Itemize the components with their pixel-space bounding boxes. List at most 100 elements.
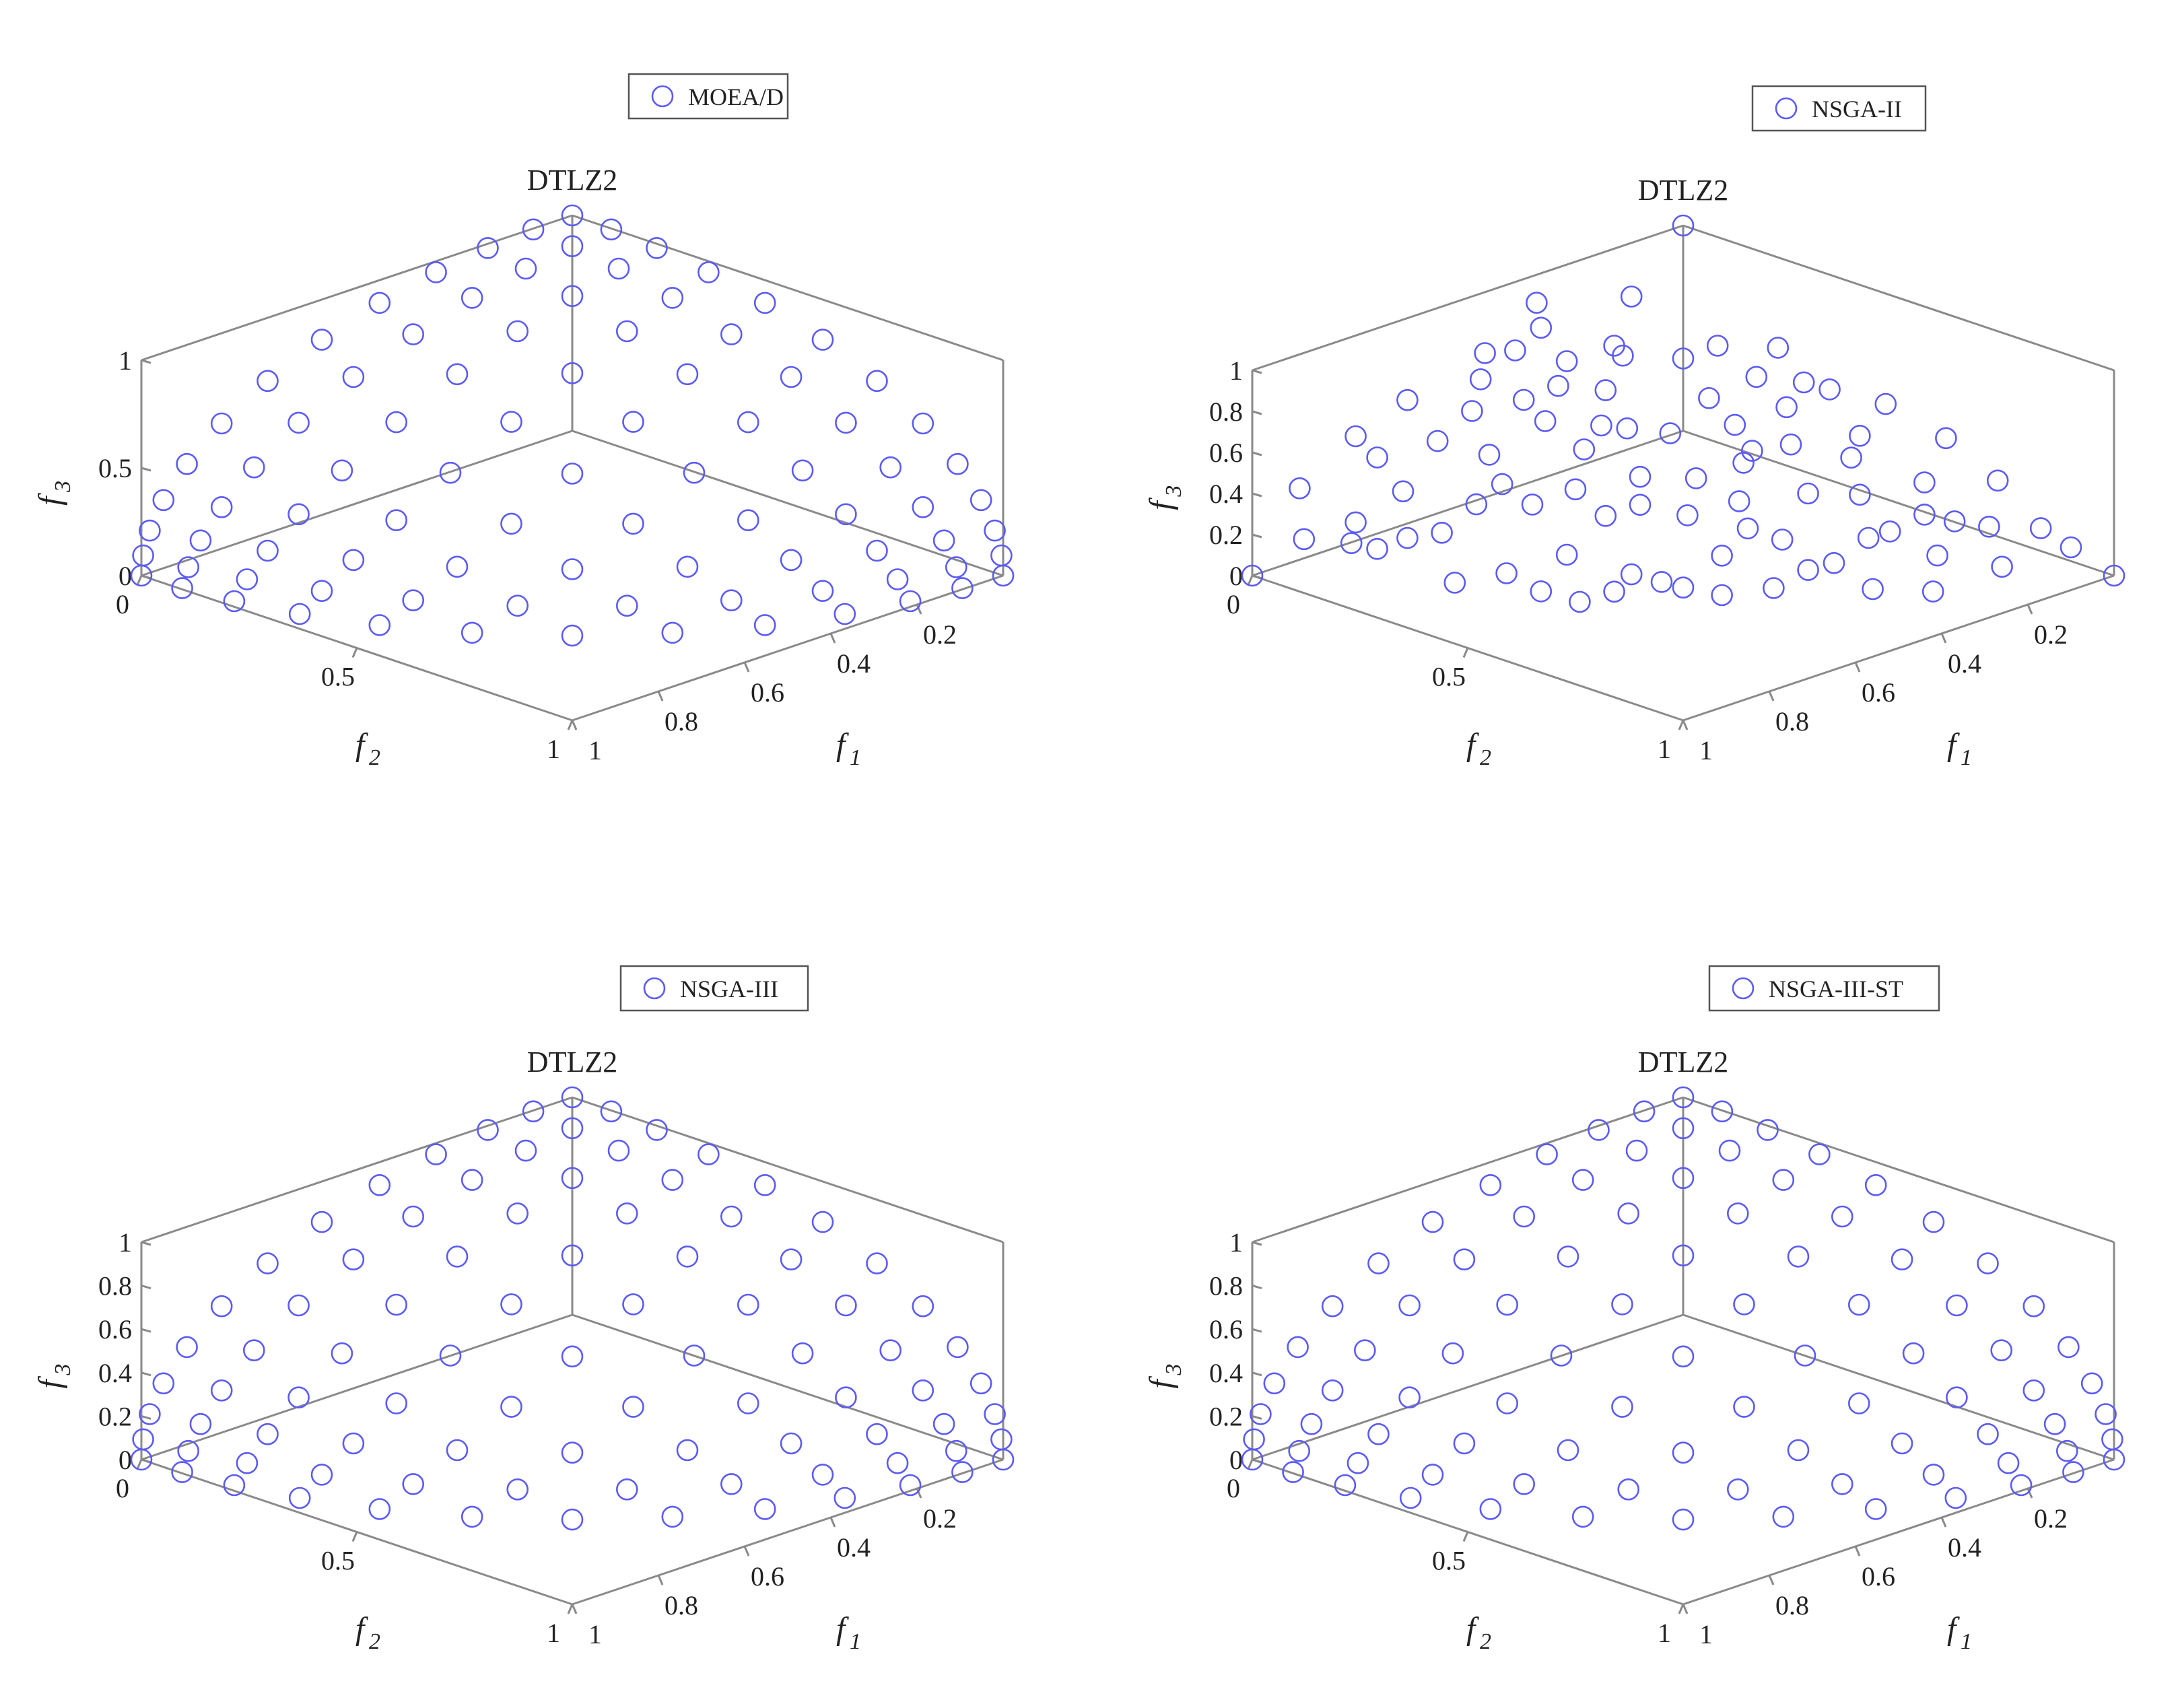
data-point <box>1745 366 1768 388</box>
data-point <box>288 603 311 625</box>
data-point <box>236 568 259 590</box>
chart-title: DTLZ2 <box>1638 1046 1728 1079</box>
data-point <box>1848 1392 1870 1414</box>
data-point <box>1891 1432 1913 1455</box>
z-tick-mark <box>1252 451 1262 456</box>
z-tick-label: 0.4 <box>98 1358 132 1388</box>
data-point <box>1396 388 1419 411</box>
data-point <box>1944 1487 1967 1509</box>
y-tick-mark <box>1678 720 1684 730</box>
data-point <box>368 1174 391 1196</box>
data-point <box>171 577 193 599</box>
data-point <box>912 1379 934 1402</box>
chart-title: DTLZ2 <box>527 1046 617 1079</box>
data-point <box>947 1336 969 1359</box>
x-tick-label: 0.6 <box>1862 1561 1895 1592</box>
f2-axis-label-sub: 2 <box>1480 745 1491 770</box>
data-point <box>177 1439 200 1462</box>
z-tick-label: 0.8 <box>1209 1271 1243 1301</box>
data-point <box>500 512 522 535</box>
data-point <box>1849 424 1871 447</box>
data-point <box>242 456 265 479</box>
data-point <box>446 1245 469 1268</box>
data-point <box>561 624 584 647</box>
z-tick-mark <box>141 359 151 364</box>
data-point <box>1922 1464 1945 1486</box>
data-point <box>1849 483 1871 506</box>
data-point <box>697 261 720 283</box>
data-point <box>1594 504 1617 527</box>
data-point <box>132 544 154 567</box>
data-point <box>661 1505 684 1528</box>
data-point <box>899 590 922 613</box>
data-point <box>477 1119 499 1141</box>
x-tick-label: 0.2 <box>923 619 957 650</box>
data-point <box>811 580 834 603</box>
data-point <box>1792 371 1815 394</box>
data-point <box>1530 316 1553 339</box>
data-point <box>257 1252 279 1274</box>
x-tick-label: 0.2 <box>2034 1503 2068 1534</box>
data-point <box>2103 564 2125 587</box>
data-point <box>385 1392 408 1414</box>
data-point <box>947 452 969 475</box>
data-point <box>1421 1210 1444 1233</box>
data-point <box>561 1345 584 1368</box>
data-point <box>1831 1205 1853 1228</box>
data-point <box>342 1248 365 1270</box>
data-point <box>615 1478 638 1501</box>
data-point <box>1241 1448 1264 1471</box>
data-point <box>1736 517 1759 540</box>
data-point <box>622 1396 644 1418</box>
x-tick-mark <box>1768 691 1775 702</box>
f2-axis-label-sub: 2 <box>1480 1629 1491 1654</box>
data-point <box>2043 1412 2066 1435</box>
data-point <box>1603 580 1625 603</box>
z-tick-mark <box>141 1241 151 1246</box>
data-point <box>385 1293 408 1316</box>
data-point <box>866 1423 888 1445</box>
box-edge-top-left <box>141 1096 573 1243</box>
data-point <box>1547 374 1569 397</box>
data-point <box>1590 414 1612 437</box>
data-point <box>886 568 909 590</box>
box-edge-top-left <box>141 214 573 362</box>
data-point <box>561 1508 584 1531</box>
f2-axis-label-main: f <box>1466 727 1479 763</box>
z-tick-label: 0 <box>118 1445 132 1475</box>
data-point <box>753 614 776 636</box>
box-edge-top-left <box>1252 224 1684 372</box>
data-point <box>1334 1474 1357 1497</box>
data-point <box>992 564 1015 587</box>
data-point <box>1728 490 1750 512</box>
z-tick-label: 0.8 <box>1209 397 1243 427</box>
data-point <box>506 1478 529 1501</box>
data-point <box>1698 386 1720 409</box>
data-point <box>835 503 857 526</box>
f1-axis-label-main: f <box>1947 727 1960 763</box>
data-point <box>1772 1505 1795 1528</box>
data-point <box>1491 473 1513 496</box>
z-tick-label: 0 <box>1229 1445 1243 1475</box>
z-tick-mark <box>1252 1328 1262 1333</box>
data-point <box>1555 350 1578 372</box>
data-point <box>600 1100 623 1123</box>
y-tick-mark <box>1247 575 1254 586</box>
f3-axis-label: f3 <box>32 481 75 506</box>
data-point <box>310 580 333 603</box>
data-point <box>310 1210 333 1233</box>
data-point <box>2029 517 2052 539</box>
x-tick-mark <box>743 1546 750 1557</box>
data-point <box>425 261 447 283</box>
x-tick-mark <box>829 1517 836 1528</box>
data-point <box>1398 1386 1421 1408</box>
data-point <box>780 549 803 572</box>
axis-line-f1-back <box>1682 1313 2115 1461</box>
x-tick-mark <box>916 1488 922 1499</box>
data-point <box>697 1143 720 1165</box>
data-point <box>139 519 161 542</box>
